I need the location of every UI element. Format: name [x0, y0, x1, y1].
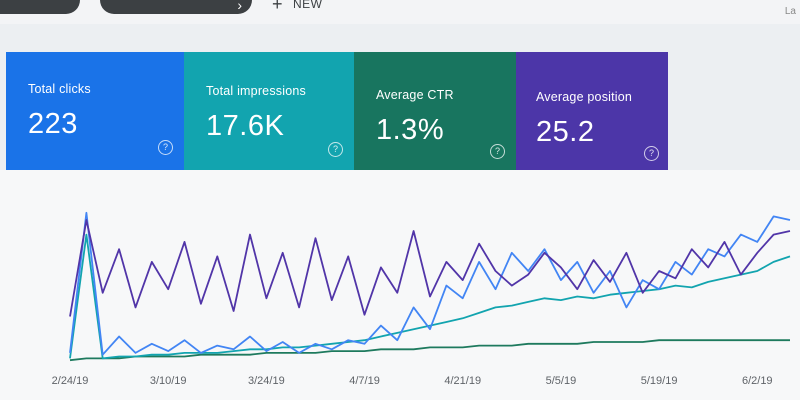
card-label: Average CTR	[376, 88, 454, 102]
line-chart: 2/24/19 3/10/19 3/24/19 4/7/19 4/21/19 5/5/19…	[52, 211, 791, 387]
x-tick-label: 5/5/19	[546, 375, 577, 387]
metric-cards: Total clicks 223 ? Total impressions 17.…	[0, 52, 800, 170]
help-circle-icon[interactable]: ?	[328, 142, 343, 157]
card-total-impressions[interactable]: Total impressions 17.6K ?	[184, 52, 354, 170]
x-tick-label: 6/2/19	[742, 375, 773, 387]
date-range-chip[interactable]: ›	[100, 0, 252, 14]
chevron-right-icon: ›	[237, 0, 242, 13]
card-value: 17.6K	[206, 110, 285, 142]
new-button[interactable]: + NEW	[272, 0, 323, 15]
card-average-ctr[interactable]: Average CTR 1.3% ?	[354, 52, 516, 170]
x-tick-label: 5/19/19	[641, 375, 678, 387]
card-value: 223	[28, 108, 78, 140]
series-line-0	[69, 219, 791, 317]
help-circle-icon[interactable]: ?	[644, 146, 659, 161]
toolbar: › + NEW La	[0, 0, 800, 24]
performance-chart: 2/24/19 3/10/19 3/24/19 4/7/19 4/21/19 5/5/19…	[0, 170, 800, 400]
x-tick-label: 2/24/19	[52, 375, 89, 387]
card-label: Total clicks	[28, 82, 91, 96]
card-total-clicks[interactable]: Total clicks 223 ?	[6, 52, 184, 170]
filter-chip[interactable]	[0, 0, 80, 14]
x-tick-label: 3/24/19	[248, 375, 285, 387]
x-tick-label: 4/7/19	[349, 375, 380, 387]
card-label: Average position	[536, 90, 633, 104]
x-tick-label: 4/21/19	[444, 375, 481, 387]
card-label: Total impressions	[206, 84, 306, 98]
new-button-label: NEW	[293, 0, 323, 11]
series-line-1	[69, 211, 791, 356]
card-value: 25.2	[536, 116, 595, 148]
card-value: 1.3%	[376, 114, 445, 146]
series-line-2	[69, 233, 791, 360]
x-tick-label: 3/10/19	[150, 375, 187, 387]
card-average-position[interactable]: Average position 25.2 ?	[516, 52, 668, 170]
help-circle-icon[interactable]: ?	[490, 144, 505, 159]
series-line-3	[69, 339, 790, 362]
plus-icon: +	[272, 0, 284, 14]
help-circle-icon[interactable]: ?	[158, 140, 173, 155]
header-text: La	[784, 6, 796, 17]
